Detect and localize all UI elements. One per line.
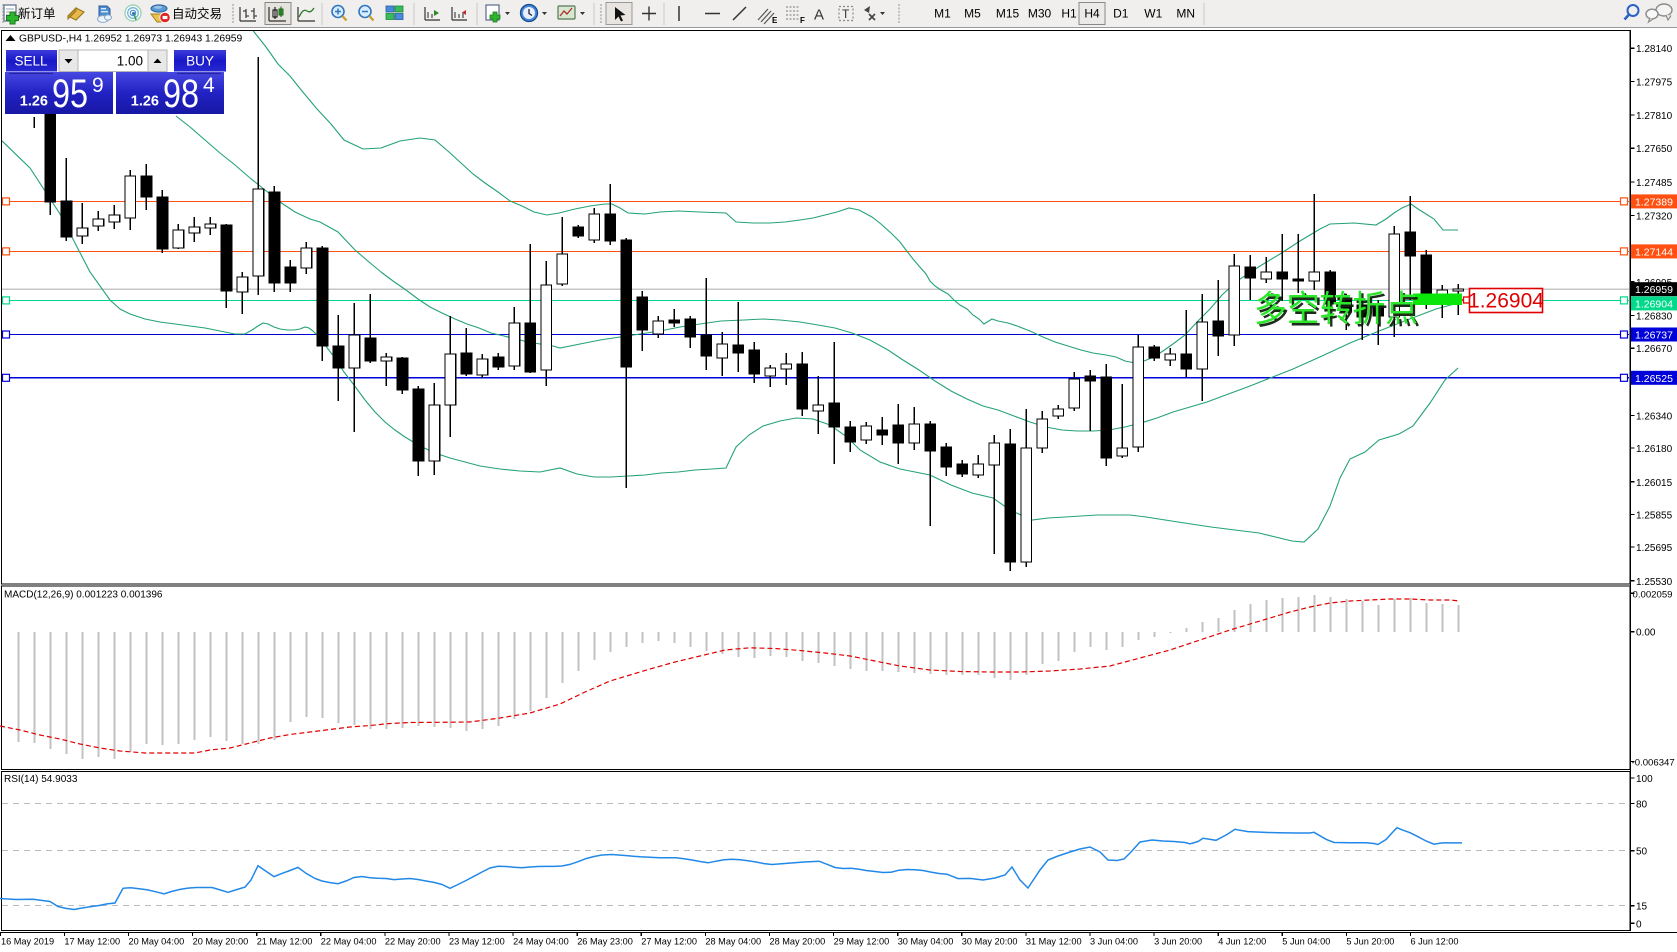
svg-text:5 Jun 20:00: 5 Jun 20:00 — [1346, 937, 1394, 947]
svg-text:1.26904: 1.26904 — [1468, 290, 1544, 313]
svg-text:M15: M15 — [996, 7, 1020, 21]
svg-text:E: E — [772, 16, 778, 25]
svg-text:1.26904: 1.26904 — [1635, 298, 1673, 310]
svg-text:4: 4 — [203, 74, 215, 97]
svg-text:16 May 2019: 16 May 2019 — [1, 937, 54, 947]
svg-text:-0.006347: -0.006347 — [1632, 758, 1675, 769]
svg-text:W1: W1 — [1144, 7, 1162, 21]
svg-text:MACD(12,26,9) 0.001223 0.00139: MACD(12,26,9) 0.001223 0.001396 — [4, 590, 163, 601]
svg-text:1.26015: 1.26015 — [1636, 478, 1673, 489]
svg-text:0.00: 0.00 — [1636, 628, 1656, 639]
svg-text:28 May 04:00: 28 May 04:00 — [705, 937, 761, 947]
svg-text:1.26525: 1.26525 — [1635, 373, 1673, 385]
svg-text:0.002059: 0.002059 — [1633, 589, 1673, 600]
svg-text:1.25855: 1.25855 — [1636, 511, 1673, 522]
svg-text:22 May 04:00: 22 May 04:00 — [321, 937, 377, 947]
svg-text:1.00: 1.00 — [117, 54, 143, 69]
svg-text:1.26737: 1.26737 — [1635, 330, 1673, 342]
svg-text:1.26830: 1.26830 — [1636, 312, 1673, 323]
svg-text:新订单: 新订单 — [18, 6, 56, 21]
svg-text:T: T — [842, 7, 850, 21]
svg-text:30 May 04:00: 30 May 04:00 — [898, 937, 954, 947]
svg-text:自动交易: 自动交易 — [172, 6, 222, 21]
svg-text:50: 50 — [1636, 847, 1648, 858]
svg-text:1.28140: 1.28140 — [1636, 44, 1673, 55]
svg-text:1.26: 1.26 — [20, 94, 48, 110]
svg-text:15: 15 — [1636, 902, 1648, 913]
svg-text:95: 95 — [52, 72, 88, 116]
svg-text:21 May 12:00: 21 May 12:00 — [257, 937, 313, 947]
svg-text:1.27650: 1.27650 — [1636, 144, 1673, 155]
svg-text:M5: M5 — [964, 7, 981, 21]
svg-text:29 May 12:00: 29 May 12:00 — [834, 937, 890, 947]
svg-text:H1: H1 — [1061, 7, 1077, 21]
svg-text:22 May 20:00: 22 May 20:00 — [385, 937, 441, 947]
svg-text:31 May 12:00: 31 May 12:00 — [1026, 937, 1082, 947]
svg-text:1.27485: 1.27485 — [1636, 178, 1673, 189]
svg-text:30 May 20:00: 30 May 20:00 — [962, 937, 1018, 947]
svg-text:17 May 12:00: 17 May 12:00 — [64, 937, 120, 947]
svg-text:26 May 23:00: 26 May 23:00 — [577, 937, 633, 947]
svg-text:20 May 20:00: 20 May 20:00 — [193, 937, 249, 947]
svg-text:3 Jun 04:00: 3 Jun 04:00 — [1090, 937, 1138, 947]
svg-text:100: 100 — [1636, 774, 1653, 785]
svg-text:1.26670: 1.26670 — [1636, 344, 1673, 355]
svg-text:1.26180: 1.26180 — [1636, 444, 1673, 455]
svg-text:MN: MN — [1176, 7, 1195, 21]
svg-text:1.25695: 1.25695 — [1636, 543, 1673, 554]
svg-text:24 May 04:00: 24 May 04:00 — [513, 937, 569, 947]
svg-text:1.27144: 1.27144 — [1635, 246, 1673, 258]
svg-text:1.27320: 1.27320 — [1636, 212, 1673, 223]
svg-text:A: A — [814, 7, 824, 24]
svg-text:1.26340: 1.26340 — [1636, 412, 1673, 423]
svg-text:1.27389: 1.27389 — [1635, 196, 1673, 208]
svg-text:RSI(14) 54.9033: RSI(14) 54.9033 — [4, 774, 78, 785]
svg-text:4 Jun 12:00: 4 Jun 12:00 — [1218, 937, 1266, 947]
svg-text:1.26: 1.26 — [131, 94, 159, 110]
svg-text:GBPUSD-,H4 1.26952 1.26973 1.: GBPUSD-,H4 1.26952 1.26973 1.26943 1.269… — [19, 34, 243, 45]
svg-text:5 Jun 04:00: 5 Jun 04:00 — [1282, 937, 1330, 947]
svg-text:多空转折点: 多空转折点 — [1254, 289, 1418, 329]
svg-text:0: 0 — [1636, 919, 1642, 930]
svg-text:H4: H4 — [1084, 7, 1100, 21]
svg-text:80: 80 — [1636, 800, 1648, 811]
svg-text:多空转折点: 多空转折点 — [1257, 292, 1421, 332]
svg-text:M1: M1 — [934, 7, 951, 21]
svg-text:F: F — [800, 16, 805, 25]
svg-text:98: 98 — [163, 72, 199, 116]
svg-text:BUY: BUY — [186, 54, 214, 69]
svg-text:23 May 12:00: 23 May 12:00 — [449, 937, 505, 947]
svg-text:D1: D1 — [1113, 7, 1129, 21]
svg-text:3 Jun 20:00: 3 Jun 20:00 — [1154, 937, 1202, 947]
svg-text:28 May 20:00: 28 May 20:00 — [770, 937, 826, 947]
svg-text:1.27975: 1.27975 — [1636, 78, 1673, 89]
svg-text:6 Jun 12:00: 6 Jun 12:00 — [1411, 937, 1459, 947]
svg-text:20 May 04:00: 20 May 04:00 — [129, 937, 185, 947]
svg-text:27 May 12:00: 27 May 12:00 — [641, 937, 697, 947]
svg-text:SELL: SELL — [14, 54, 48, 69]
svg-text:M30: M30 — [1028, 7, 1052, 21]
svg-text:1.26959: 1.26959 — [1635, 284, 1673, 296]
svg-text:1.27810: 1.27810 — [1636, 111, 1673, 122]
svg-text:1.25530: 1.25530 — [1636, 577, 1673, 588]
svg-text:9: 9 — [92, 74, 104, 97]
